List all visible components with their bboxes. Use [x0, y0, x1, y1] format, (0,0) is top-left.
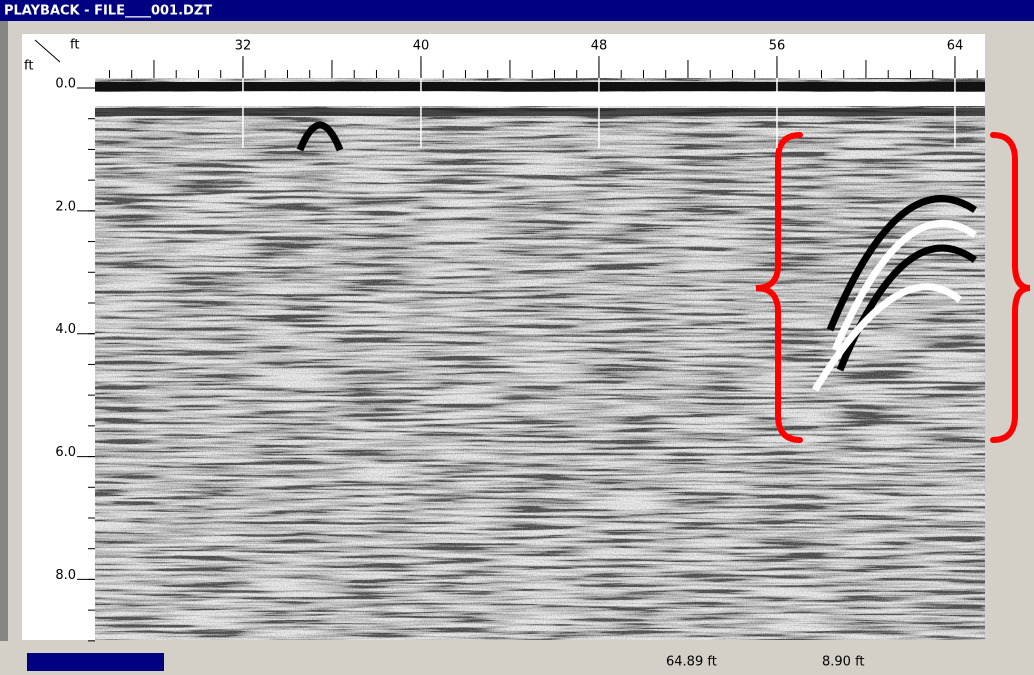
- surface-reflection-dark: [95, 82, 985, 91]
- y-tick-label: 0.0: [55, 77, 76, 92]
- x-unit: ft: [70, 38, 79, 53]
- x-tick-label: 56: [769, 39, 786, 54]
- top-ruler: [95, 34, 985, 78]
- right-brace: [993, 135, 1030, 440]
- window-title: PLAYBACK - FILE____001.DZT: [4, 4, 212, 19]
- y-tick-label: 4.0: [55, 322, 76, 337]
- y-tick-label: 6.0: [55, 445, 76, 460]
- y-tick-label: 2.0: [55, 199, 76, 214]
- y-unit: ft: [24, 59, 33, 74]
- status-distance: 64.89 ft: [666, 655, 717, 670]
- status-depth: 8.90 ft: [822, 655, 865, 670]
- left-edge: [0, 21, 8, 641]
- x-tick-label: 64: [947, 39, 964, 54]
- radargram: [95, 78, 985, 640]
- progress-bar: [27, 653, 164, 671]
- playback-window: PLAYBACK - FILE____001.DZT ft ft 64.89 f…: [0, 0, 1034, 671]
- x-tick-label: 48: [591, 39, 608, 54]
- x-tick-label: 40: [413, 39, 430, 54]
- surface-reflection-dark: [95, 108, 985, 116]
- surface-reflection: [95, 92, 985, 106]
- y-tick-label: 8.0: [55, 568, 76, 583]
- radargram-noise: [95, 78, 985, 640]
- x-tick-label: 32: [235, 39, 252, 54]
